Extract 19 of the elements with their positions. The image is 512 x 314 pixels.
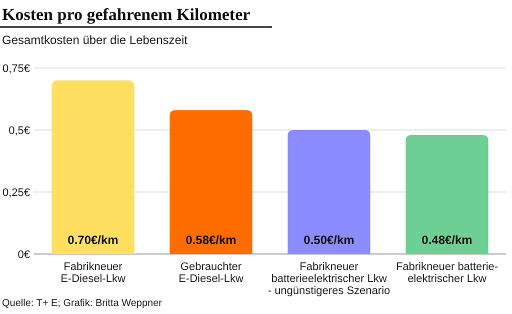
- data-label: 0.48€/km: [422, 233, 472, 247]
- bar: [288, 130, 370, 254]
- x-tick-label: Fabrikneuer batterie- elektrischer Lkw: [396, 261, 498, 285]
- bar: [406, 134, 488, 254]
- y-tick-label: 0€: [18, 249, 30, 261]
- data-label: 0.50€/km: [304, 233, 354, 247]
- chart-title: Kosten pro gefahrenem Kilometer: [2, 5, 251, 24]
- source-note: Quelle: T+ E; Grafik: Britta Weppner: [2, 298, 163, 309]
- bar: [52, 80, 134, 254]
- bar: [170, 110, 252, 254]
- x-tick-label: Fabrikneuer E-Diesel-Lkw: [60, 261, 126, 285]
- chart-subtitle: Gesamtkosten über die Lebenszeit: [2, 33, 188, 47]
- data-label: 0.70€/km: [68, 233, 118, 247]
- y-tick-label: 0,75€: [2, 63, 30, 75]
- x-tick-label: Gebrauchter E-Diesel-Lkw: [178, 261, 244, 285]
- data-label: 0.58€/km: [186, 233, 236, 247]
- y-tick-label: 0,5€: [8, 125, 30, 137]
- y-tick-label: 0,25€: [2, 187, 30, 199]
- x-tick-label: Fabrikneuer batterieelektrischer Lkw - ungünstigeres Szenario: [268, 261, 390, 297]
